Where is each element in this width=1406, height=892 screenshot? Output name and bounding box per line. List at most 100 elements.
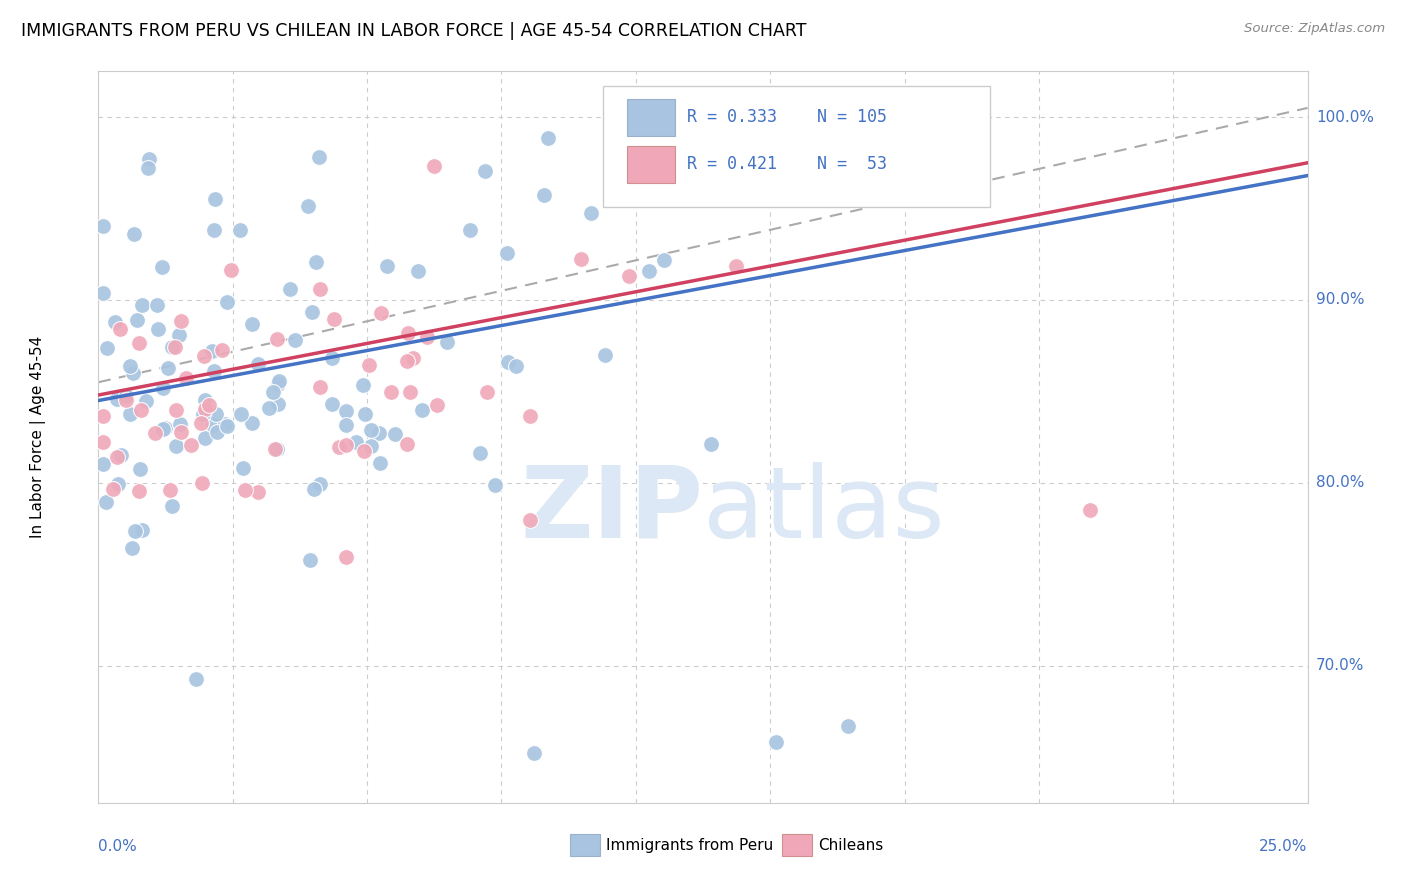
Point: [321, 351, 343, 365]
Point: [266, 442, 288, 457]
Point: [505, 359, 527, 373]
Point: [191, 407, 214, 421]
Point: [765, 735, 787, 749]
Point: [396, 437, 419, 451]
Point: [127, 312, 149, 326]
Point: [194, 401, 217, 416]
Text: 0.0%: 0.0%: [98, 839, 138, 855]
Point: [128, 336, 150, 351]
Point: [167, 328, 190, 343]
Point: [262, 385, 284, 400]
Point: [193, 349, 215, 363]
Text: 80.0%: 80.0%: [1316, 475, 1364, 491]
Point: [953, 136, 976, 151]
Point: [266, 397, 288, 411]
Point: [402, 351, 425, 365]
Point: [247, 485, 270, 500]
Point: [267, 376, 290, 391]
Point: [335, 404, 357, 418]
Point: [211, 343, 233, 357]
Text: 100.0%: 100.0%: [1316, 110, 1374, 125]
Point: [436, 334, 458, 349]
Point: [523, 747, 546, 761]
Point: [423, 159, 446, 173]
Text: Immigrants from Peru: Immigrants from Peru: [606, 838, 773, 853]
Point: [700, 437, 723, 451]
Point: [91, 285, 114, 300]
Text: 90.0%: 90.0%: [1316, 293, 1364, 308]
Point: [638, 263, 661, 277]
FancyBboxPatch shape: [782, 834, 811, 856]
FancyBboxPatch shape: [627, 146, 675, 183]
Point: [152, 381, 174, 395]
Point: [129, 402, 152, 417]
Point: [474, 163, 496, 178]
Point: [416, 330, 439, 344]
Point: [107, 477, 129, 491]
Point: [131, 523, 153, 537]
Point: [263, 442, 285, 456]
Point: [215, 294, 238, 309]
Point: [724, 259, 747, 273]
Point: [122, 227, 145, 241]
Text: atlas: atlas: [703, 462, 945, 558]
Point: [519, 513, 541, 527]
Point: [156, 360, 179, 375]
Point: [162, 340, 184, 354]
Point: [108, 322, 131, 336]
Point: [107, 392, 129, 407]
Point: [533, 188, 555, 202]
Point: [305, 254, 328, 268]
Point: [537, 131, 560, 145]
Point: [360, 423, 382, 437]
Point: [152, 422, 174, 436]
Point: [652, 253, 675, 268]
Point: [146, 298, 169, 312]
Point: [91, 409, 114, 423]
Point: [299, 553, 322, 567]
FancyBboxPatch shape: [569, 834, 600, 856]
Point: [269, 374, 291, 388]
Point: [170, 314, 193, 328]
Point: [396, 354, 419, 368]
Point: [344, 435, 367, 450]
Point: [148, 322, 170, 336]
Point: [352, 378, 374, 392]
Point: [1078, 503, 1101, 517]
Point: [309, 380, 332, 394]
Point: [380, 384, 402, 399]
Text: IMMIGRANTS FROM PERU VS CHILEAN IN LABOR FORCE | AGE 45-54 CORRELATION CHART: IMMIGRANTS FROM PERU VS CHILEAN IN LABOR…: [21, 22, 807, 40]
Point: [153, 421, 176, 435]
Point: [229, 223, 252, 237]
Point: [217, 419, 239, 434]
Text: R = 0.333    N = 105: R = 0.333 N = 105: [688, 108, 887, 126]
Point: [354, 407, 377, 421]
Point: [232, 460, 254, 475]
Point: [335, 417, 357, 432]
Point: [617, 269, 640, 284]
Point: [186, 672, 208, 686]
Point: [201, 343, 224, 358]
Point: [360, 439, 382, 453]
Point: [370, 306, 392, 320]
Point: [328, 440, 350, 454]
Point: [309, 477, 332, 491]
Point: [174, 371, 197, 385]
Text: In Labor Force | Age 45-54: In Labor Force | Age 45-54: [30, 336, 46, 538]
Point: [297, 199, 319, 213]
Point: [159, 483, 181, 497]
Point: [468, 446, 491, 460]
Point: [322, 312, 344, 326]
Point: [105, 450, 128, 464]
Point: [519, 409, 541, 423]
Point: [180, 437, 202, 451]
Point: [359, 358, 381, 372]
Text: Source: ZipAtlas.com: Source: ZipAtlas.com: [1244, 22, 1385, 36]
Point: [165, 403, 187, 417]
Point: [484, 478, 506, 492]
Point: [150, 260, 173, 275]
Point: [496, 355, 519, 369]
Point: [375, 260, 398, 274]
Point: [104, 315, 127, 329]
Point: [165, 340, 187, 354]
